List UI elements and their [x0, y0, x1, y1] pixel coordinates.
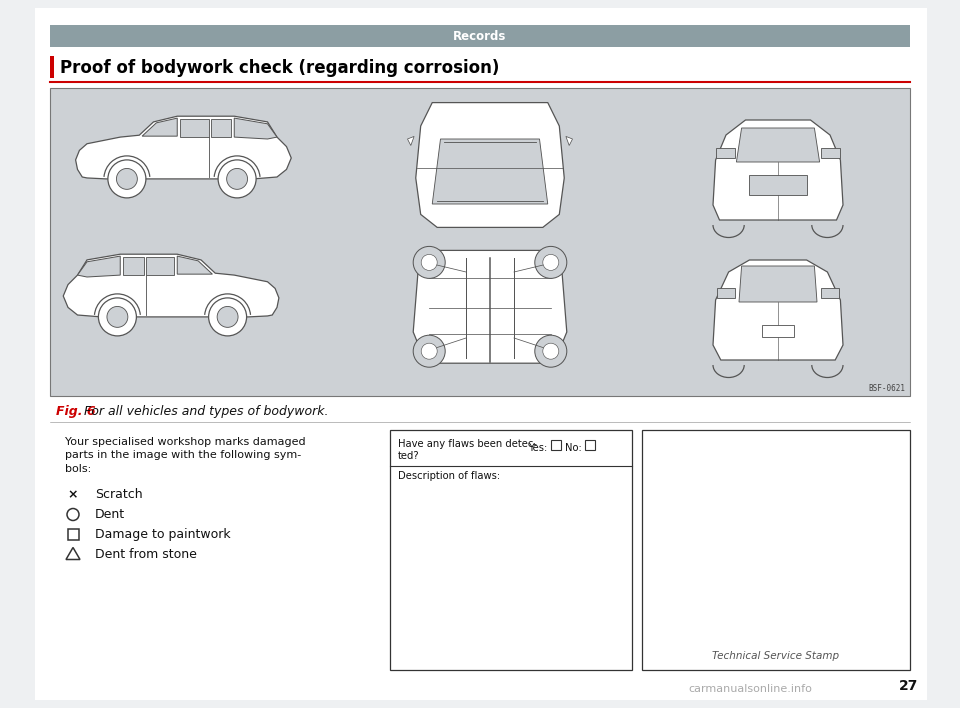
Text: Fig. 6: Fig. 6: [56, 406, 96, 418]
Text: Technical Service Stamp: Technical Service Stamp: [712, 651, 840, 661]
Circle shape: [542, 343, 559, 359]
Bar: [762, 325, 794, 337]
Circle shape: [208, 298, 247, 336]
Text: carmanualsonline.info: carmanualsonline.info: [688, 684, 812, 694]
Bar: [715, 148, 735, 158]
Polygon shape: [210, 119, 231, 137]
Polygon shape: [146, 257, 175, 275]
Bar: [642, 430, 910, 670]
Circle shape: [108, 160, 146, 198]
Text: 27: 27: [899, 679, 918, 693]
Circle shape: [421, 254, 437, 270]
Text: Dent from stone: Dent from stone: [95, 548, 197, 561]
Text: Description of flaws:: Description of flaws:: [398, 471, 500, 481]
Polygon shape: [178, 256, 212, 274]
Circle shape: [535, 246, 566, 278]
Text: ted?: ted?: [398, 451, 420, 461]
Text: Yes:: Yes:: [528, 443, 547, 453]
Polygon shape: [407, 137, 414, 146]
Text: Dent: Dent: [95, 508, 125, 521]
Text: Records: Records: [453, 30, 507, 42]
Circle shape: [542, 254, 559, 270]
Circle shape: [116, 169, 137, 189]
Bar: [50, 25, 910, 47]
Text: For all vehicles and types of bodywork.: For all vehicles and types of bodywork.: [84, 406, 328, 418]
Polygon shape: [713, 260, 843, 360]
Polygon shape: [713, 120, 843, 220]
Polygon shape: [180, 119, 208, 137]
Text: Damage to paintwork: Damage to paintwork: [95, 528, 230, 541]
Circle shape: [413, 335, 445, 367]
Polygon shape: [739, 266, 817, 302]
Text: No:: No:: [565, 443, 582, 453]
Text: Proof of bodywork check (regarding corrosion): Proof of bodywork check (regarding corro…: [60, 59, 499, 77]
Polygon shape: [416, 103, 564, 227]
Circle shape: [413, 246, 445, 278]
Circle shape: [217, 307, 238, 327]
Text: Your specialised workshop marks damaged: Your specialised workshop marks damaged: [65, 437, 305, 447]
Circle shape: [99, 298, 136, 336]
Polygon shape: [142, 118, 178, 136]
Polygon shape: [63, 254, 279, 317]
Polygon shape: [76, 116, 291, 179]
Polygon shape: [432, 139, 548, 204]
Bar: [50, 56, 54, 78]
Text: parts in the image with the following sym-: parts in the image with the following sy…: [65, 450, 301, 460]
Polygon shape: [413, 251, 566, 363]
Bar: [551, 440, 561, 450]
Text: Scratch: Scratch: [95, 488, 143, 501]
Circle shape: [218, 160, 256, 198]
Bar: [390, 430, 632, 670]
Bar: [750, 175, 806, 195]
Bar: [717, 288, 735, 298]
Text: BSF-0621: BSF-0621: [868, 384, 905, 393]
Polygon shape: [234, 118, 277, 139]
Circle shape: [421, 343, 437, 359]
Bar: [67, 529, 79, 540]
Bar: [585, 440, 595, 450]
Bar: [821, 148, 840, 158]
Text: bols:: bols:: [65, 464, 91, 474]
Circle shape: [535, 335, 566, 367]
Polygon shape: [123, 257, 144, 275]
Polygon shape: [565, 137, 572, 146]
Polygon shape: [78, 256, 120, 277]
Polygon shape: [736, 128, 820, 162]
Text: ×: ×: [68, 488, 79, 501]
Bar: [821, 288, 839, 298]
Circle shape: [227, 169, 248, 189]
Circle shape: [107, 307, 128, 327]
Bar: [50, 88, 910, 396]
Text: Have any flaws been detec-: Have any flaws been detec-: [398, 439, 537, 449]
